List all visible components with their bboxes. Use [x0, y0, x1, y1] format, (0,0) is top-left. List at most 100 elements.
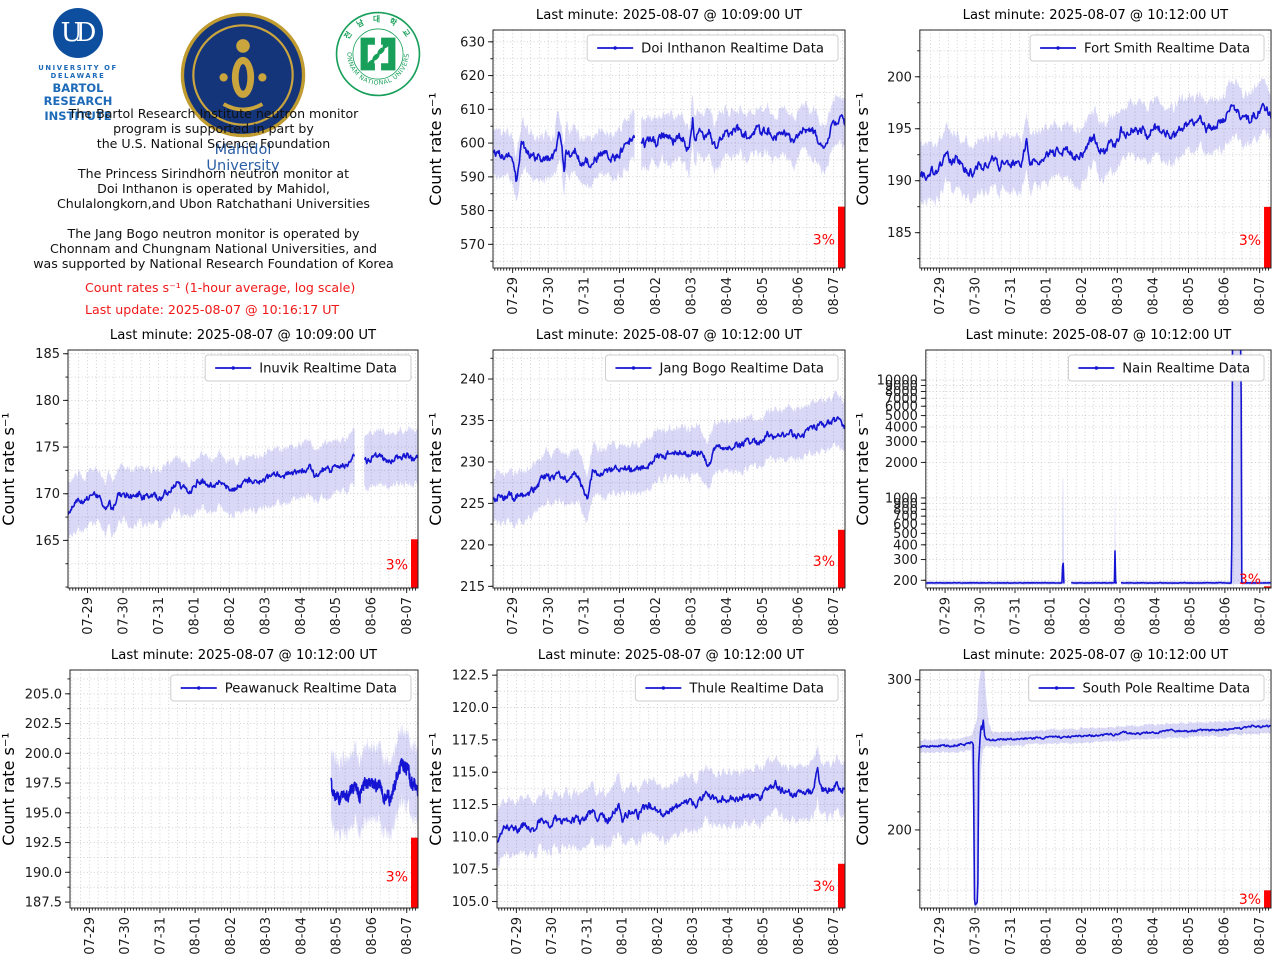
svg-text:2000: 2000 — [885, 456, 918, 471]
svg-text:190: 190 — [887, 174, 912, 189]
svg-text:600: 600 — [893, 518, 918, 533]
svg-text:120.0: 120.0 — [452, 701, 489, 716]
svg-text:08-03: 08-03 — [686, 917, 701, 955]
svg-text:07-30: 07-30 — [968, 917, 983, 955]
svg-text:610: 610 — [460, 103, 485, 118]
svg-text:8000: 8000 — [885, 385, 918, 400]
svg-text:300: 300 — [887, 673, 912, 688]
svg-text:08-01: 08-01 — [613, 277, 628, 315]
svg-text:08-01: 08-01 — [616, 917, 631, 955]
grid — [925, 350, 1272, 588]
svg-text:4000: 4000 — [885, 420, 918, 435]
data-line — [497, 766, 845, 843]
svg-text:08-02: 08-02 — [223, 597, 238, 635]
svg-text:07-29: 07-29 — [506, 277, 521, 315]
svg-text:205.0: 205.0 — [25, 687, 62, 702]
svg-text:200: 200 — [893, 574, 918, 589]
svg-text:07-31: 07-31 — [580, 917, 595, 955]
svg-text:08-02: 08-02 — [1078, 597, 1093, 635]
red-scale-bar: 3% — [813, 863, 845, 908]
data-line — [493, 416, 845, 503]
ud-logo-icon: UD — [53, 8, 103, 58]
mahidol-university-label: Mahidol University — [206, 142, 280, 174]
chart-cell-jang-bogo: 3% 07-29 07-30 07-31 08-01 08-02 08-03 08-04 08-… — [427, 320, 854, 640]
svg-text:08-03: 08-03 — [684, 277, 699, 315]
y-axis-label: Count rate s⁻¹ — [427, 92, 445, 205]
svg-text:9000: 9000 — [885, 379, 918, 394]
svg-text:07-30: 07-30 — [118, 917, 133, 955]
y-axis-label: Count rate s⁻¹ — [0, 412, 18, 525]
red-scale-bar: 3% — [1239, 890, 1272, 908]
chart-cell-south-pole: 3% 07-29 07-30 07-31 08-01 08-02 08-03 08-04 08-… — [854, 640, 1280, 960]
count-rate-scale-note: Count rates s⁻¹ (1-hour average, log sca… — [85, 280, 356, 295]
svg-text:6000: 6000 — [885, 400, 918, 415]
svg-text:08-05: 08-05 — [1182, 277, 1197, 315]
svg-text:590: 590 — [460, 170, 485, 185]
svg-text:115.0: 115.0 — [452, 766, 489, 781]
svg-text:195: 195 — [887, 122, 912, 137]
svg-text:580: 580 — [460, 204, 485, 219]
red-percent-label: 3% — [813, 879, 835, 895]
inuvik-plot: 3% 07-29 07-30 07-31 08-01 08-02 08-03 08-04 08-… — [0, 328, 419, 635]
nain-plot: 3% 07-29 07-30 07-31 08-01 08-02 08-03 08-04 08-… — [854, 328, 1272, 635]
peawanuck-plot: 3% 07-29 07-30 07-31 08-01 08-02 08-03 08-04 08-… — [0, 648, 419, 955]
mahidol-logo-icon — [180, 12, 306, 138]
svg-text:08-04: 08-04 — [721, 917, 736, 955]
legend: Doi Inthanon Realtime Data — [586, 34, 839, 62]
svg-text:235: 235 — [460, 414, 485, 429]
svg-text:Peawanuck Realtime Data: Peawanuck Realtime Data — [225, 682, 397, 697]
svg-text:08-06: 08-06 — [791, 277, 806, 315]
chart-title: Last minute: 2025-08-07 @ 10:09:00 UT — [110, 328, 377, 343]
support-text-line: Chulalongkorn,and Ubon Ratchathani Unive… — [57, 196, 370, 211]
data-line — [925, 350, 1272, 584]
svg-text:200: 200 — [887, 70, 912, 85]
y-axis-label: Count rate s⁻¹ — [854, 92, 872, 205]
svg-text:122.5: 122.5 — [452, 669, 489, 684]
svg-text:192.5: 192.5 — [25, 836, 62, 851]
svg-text:500: 500 — [893, 527, 918, 542]
svg-text:08-01: 08-01 — [613, 597, 628, 635]
red-percent-label: 3% — [813, 554, 835, 570]
svg-text:07-31: 07-31 — [577, 597, 592, 635]
y-axis-label: Count rate s⁻¹ — [0, 732, 18, 845]
legend: South Pole Realtime Data — [1028, 674, 1265, 702]
svg-text:07-29: 07-29 — [506, 597, 521, 635]
svg-text:07-30: 07-30 — [968, 277, 983, 315]
info-panel: UD UNIVERSITY OF DELAWARE BARTOL RESEARC… — [0, 0, 427, 320]
svg-text:08-05: 08-05 — [1183, 597, 1198, 635]
chart-title: Last minute: 2025-08-07 @ 10:12:00 UT — [111, 648, 378, 663]
svg-text:Jang Bogo Realtime Data: Jang Bogo Realtime Data — [658, 362, 824, 377]
svg-text:07-31: 07-31 — [152, 597, 167, 635]
fort-smith-plot: 3% 07-29 07-30 07-31 08-01 08-02 08-03 08-04 08-… — [854, 8, 1272, 315]
red-scale-bar: 3% — [386, 539, 418, 588]
support-text-line: program is supported in part by — [113, 121, 314, 136]
uncertainty-band — [493, 390, 845, 529]
support-text-line: The Princess Sirindhorn neutron monitor … — [77, 166, 350, 181]
legend: Inuvik Realtime Data — [204, 354, 412, 382]
svg-text:5000: 5000 — [885, 409, 918, 424]
y-axis-label: Count rate s⁻¹ — [427, 732, 445, 845]
support-text-line: Chonnam and Chungnam National Universiti… — [50, 241, 377, 256]
grid — [919, 670, 1272, 908]
svg-text:170: 170 — [35, 487, 60, 502]
support-text-line: The Jang Bogo neutron monitor is operate… — [67, 226, 360, 241]
svg-text:180: 180 — [35, 394, 60, 409]
svg-text:7000: 7000 — [885, 392, 918, 407]
svg-text:185: 185 — [887, 226, 912, 241]
svg-text:175: 175 — [35, 441, 60, 456]
svg-text:08-04: 08-04 — [720, 597, 735, 635]
svg-text:225: 225 — [460, 497, 485, 512]
svg-text:Inuvik Realtime Data: Inuvik Realtime Data — [259, 362, 397, 377]
chonnam-logo-block: CHONNAM NATIONAL UNIVERSITY 전 남 대 학 교 — [335, 11, 421, 97]
svg-text:08-07: 08-07 — [400, 597, 415, 635]
chart-title: Last minute: 2025-08-07 @ 10:12:00 UT — [538, 648, 805, 663]
svg-text:08-03: 08-03 — [1111, 917, 1126, 955]
svg-text:195.0: 195.0 — [25, 806, 62, 821]
svg-text:202.5: 202.5 — [25, 717, 62, 732]
svg-text:08-06: 08-06 — [365, 917, 380, 955]
svg-text:200: 200 — [887, 823, 912, 838]
chart-title: Last minute: 2025-08-07 @ 10:09:00 UT — [536, 8, 803, 23]
svg-text:08-04: 08-04 — [294, 597, 309, 635]
svg-text:07-31: 07-31 — [1004, 917, 1019, 955]
uncertainty-band — [925, 350, 1272, 586]
